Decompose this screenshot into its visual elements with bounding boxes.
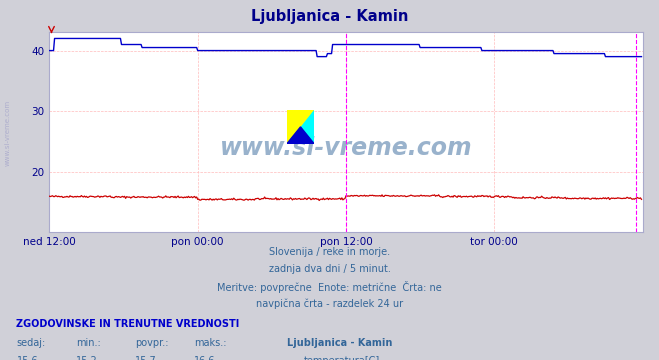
Text: www.si-vreme.com: www.si-vreme.com (219, 136, 473, 160)
Text: sedaj:: sedaj: (16, 338, 45, 348)
Text: temperatura[C]: temperatura[C] (304, 356, 380, 360)
Text: www.si-vreme.com: www.si-vreme.com (5, 100, 11, 166)
Text: 15,7: 15,7 (135, 356, 157, 360)
Text: zadnja dva dni / 5 minut.: zadnja dva dni / 5 minut. (269, 264, 390, 274)
Polygon shape (287, 127, 314, 144)
Text: 15,2: 15,2 (76, 356, 98, 360)
Text: Ljubljanica - Kamin: Ljubljanica - Kamin (287, 338, 392, 348)
Polygon shape (287, 110, 314, 144)
Text: min.:: min.: (76, 338, 101, 348)
Text: povpr.:: povpr.: (135, 338, 169, 348)
Text: maks.:: maks.: (194, 338, 227, 348)
Text: ZGODOVINSKE IN TRENUTNE VREDNOSTI: ZGODOVINSKE IN TRENUTNE VREDNOSTI (16, 319, 240, 329)
Text: Ljubljanica - Kamin: Ljubljanica - Kamin (251, 9, 408, 24)
Text: 16,6: 16,6 (194, 356, 216, 360)
Text: navpična črta - razdelek 24 ur: navpična črta - razdelek 24 ur (256, 298, 403, 309)
Text: Meritve: povprečne  Enote: metrične  Črta: ne: Meritve: povprečne Enote: metrične Črta:… (217, 281, 442, 293)
Polygon shape (287, 110, 314, 144)
Text: 15,6: 15,6 (16, 356, 38, 360)
Text: Slovenija / reke in morje.: Slovenija / reke in morje. (269, 247, 390, 257)
